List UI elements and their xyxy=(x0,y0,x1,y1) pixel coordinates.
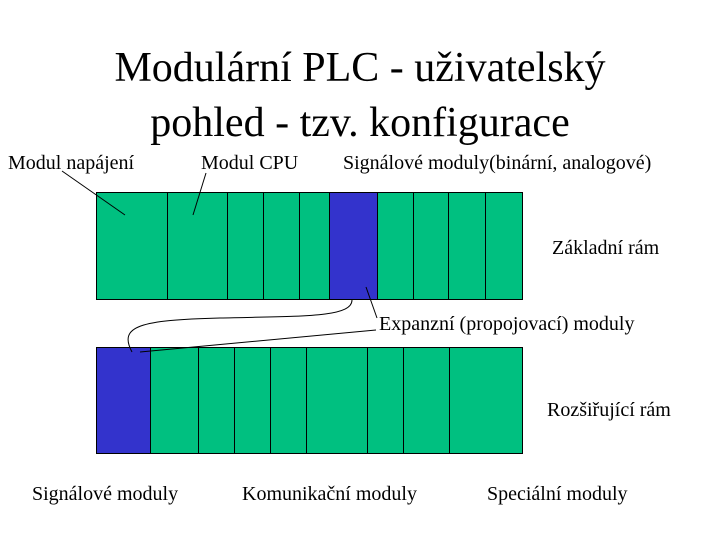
expansion-rack-slot-communication-module xyxy=(307,348,368,453)
label-cpu-module: Modul CPU xyxy=(201,152,299,174)
base-rack-slot-signal-module xyxy=(413,193,450,299)
label-special-modules: Speciální moduly xyxy=(487,483,628,505)
label-expansion-rack: Rozšiřující rám xyxy=(547,399,671,421)
expansion-rack-slot-signal-module xyxy=(198,348,236,453)
expansion-rack-slot-communication-module xyxy=(367,348,404,453)
base-rack-slot-signal-module xyxy=(264,193,301,299)
expansion-rack-slot-special-module xyxy=(403,348,451,453)
expansion-rack-slot-special-module xyxy=(450,348,522,453)
base-rack-slot-signal-module xyxy=(377,193,414,299)
base-rack-slot-signal-module xyxy=(228,193,265,299)
base-rack-slot-interface-module xyxy=(329,193,378,299)
base-rack xyxy=(96,192,523,300)
label-expansion-modules: Expanzní (propojovací) moduly xyxy=(379,313,635,335)
expansion-rack-slot-signal-module xyxy=(150,348,199,453)
expansion-rack xyxy=(96,347,523,454)
base-rack-slot-signal-module xyxy=(486,193,522,299)
base-rack-slot-signal-module xyxy=(300,193,330,299)
expansion-cable xyxy=(127,299,353,353)
slide-title-line-1: Modulární PLC - uživatelský xyxy=(114,45,606,91)
base-rack-slot-power-module xyxy=(97,193,168,299)
label-communication-modules: Komunikační moduly xyxy=(242,483,417,505)
label-signal-modules-top: Signálové moduly(binární, analogové) xyxy=(343,152,652,174)
slide-title-line-2: pohled - tzv. konfigurace xyxy=(150,100,570,146)
expansion-rack-slot-signal-module xyxy=(235,348,272,453)
label-signal-modules-bottom: Signálové moduly xyxy=(32,483,179,505)
expansion-rack-slot-communication-module xyxy=(271,348,308,453)
base-rack-slot-cpu-module xyxy=(167,193,229,299)
base-rack-slot-signal-module xyxy=(449,193,487,299)
label-base-rack: Základní rám xyxy=(552,237,660,259)
label-power-module: Modul napájení xyxy=(8,152,135,174)
expansion-rack-slot-interface-module xyxy=(97,348,151,453)
